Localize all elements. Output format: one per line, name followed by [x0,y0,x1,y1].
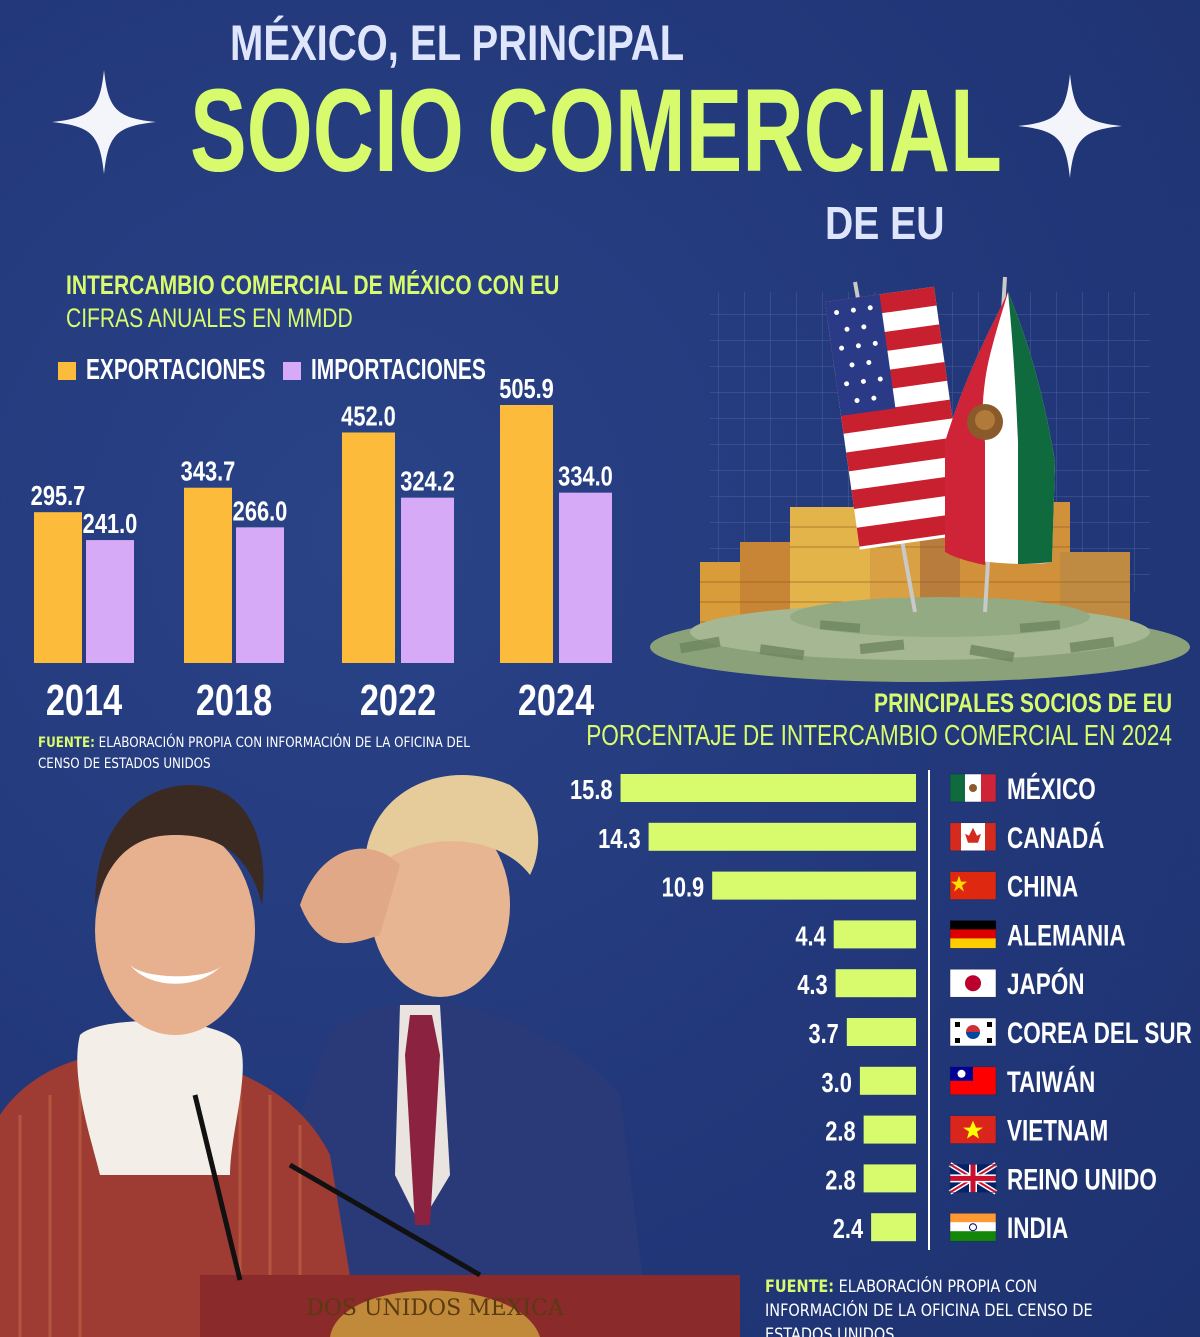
x-tick-label-2014: 2014 [46,676,122,725]
partner-bar-alemania [833,920,916,949]
podium: DOS UNIDOS MEXICA [200,1275,740,1337]
chart2-subtitle: PORCENTAJE DE INTERCAMBIO COMERCIAL EN 2… [586,720,1172,752]
partner-value-label-india: 2.4 [833,1214,863,1245]
uk-flag-icon [948,1162,998,1195]
chart1-source: FUENTE: ELABORACIÓN PROPIA CON INFORMACI… [38,733,480,775]
taiwan-flag-icon [949,1066,997,1096]
partner-name-label-japón: JAPÓN [1007,967,1084,1001]
usa-flag-icon [825,286,969,550]
legend-swatch-imports [283,361,301,380]
import-bar-2022 [401,497,454,663]
partner-name-label-canadá: CANADÁ [1007,821,1104,855]
export-value-label-2018: 343.7 [181,456,236,487]
partner-name-label-china: CHINA [1007,869,1078,903]
china-flag-icon [949,871,997,900]
source1-label: FUENTE: [38,735,95,751]
partner-value-label-alemania: 4.4 [795,921,825,952]
partner-value-label-corea-del-sur: 3.7 [808,1018,838,1049]
partner-name-label-taiwán: TAIWÁN [1007,1065,1095,1099]
woman-figure [0,785,360,1337]
vietnam-flag-icon [949,1115,997,1144]
partner-name-label-reino-unido: REINO UNIDO [1007,1162,1157,1196]
man-figure [280,775,650,1337]
partner-bar-taiwán [859,1066,916,1095]
partner-value-label-japón: 4.3 [797,970,827,1001]
x-tick-label-2024: 2024 [518,676,594,725]
import-value-label-2014: 241.0 [83,509,138,540]
source2-text: ELABORACIÓN PROPIA CON INFORMACIÓN DE LA… [765,1277,1093,1337]
export-value-label-2022: 452.0 [341,401,396,432]
partner-name-label-corea-del-sur: COREA DEL SUR [1007,1016,1192,1050]
page-title-main: SOCIO COMERCIAL [190,65,1002,197]
sparkle-icon [52,70,156,174]
legend-swatch-exports [58,361,76,380]
import-bar-2014 [86,540,134,663]
legend-exports: EXPORTACIONES [58,354,335,387]
partner-bar-corea-del-sur [846,1018,916,1046]
partner-bar-india [871,1213,916,1242]
x-tick-label-2018: 2018 [196,676,272,725]
export-value-label-2024: 505.9 [499,373,554,404]
germany-flag-icon [949,920,997,949]
india-flag-icon [949,1212,997,1242]
partner-bar-japón [835,969,916,998]
export-bar-2018 [184,487,232,663]
partner-name-label-alemania: ALEMANIA [1007,918,1126,952]
page-title-line1: MÉXICO, EL PRINCIPAL [230,15,685,71]
export-bar-2024 [500,404,553,663]
legend-imports: IMPORTACIONES [283,354,554,387]
partner-name-label-vietnam: VIETNAM [1007,1113,1108,1147]
import-value-label-2024: 334.0 [558,461,613,492]
podium-text: DOS UNIDOS MEXICA [306,1296,565,1321]
partner-value-label-reino-unido: 2.8 [825,1165,855,1196]
legend-label-exports: EXPORTACIONES [86,354,266,386]
partner-bar-reino-unido [863,1164,916,1193]
partner-name-label-méxico: MÉXICO [1007,772,1096,806]
mexico-flag-icon [949,773,997,803]
money-pile [650,597,1190,682]
chart1-title: INTERCAMBIO COMERCIAL DE MÉXICO CON EU [66,270,560,300]
export-bar-2014 [34,512,82,663]
source2-label: FUENTE: [765,1277,835,1297]
chart1-subtitle: CIFRAS ANUALES EN MMDD [66,303,353,333]
import-value-label-2018: 266.0 [233,496,288,527]
canada-flag-icon [949,822,997,852]
chart2-source: FUENTE: ELABORACIÓN PROPIA CON INFORMACI… [765,1275,1122,1337]
partner-value-label-vietnam: 2.8 [825,1116,855,1147]
import-bar-2018 [236,527,284,663]
flags-containers-illustration [650,276,1190,682]
japan-flag-icon [949,968,997,998]
partner-bar-vietnam [863,1115,916,1144]
page-title-line3: DE EU [825,197,945,249]
import-value-label-2022: 324.2 [400,466,455,497]
leaders-photo: DOS UNIDOS MEXICA [0,775,740,1337]
export-value-label-2014: 295.7 [31,481,86,512]
partner-name-label-india: INDIA [1007,1211,1068,1245]
source1-text: ELABORACIÓN PROPIA CON INFORMACIÓN DE LA… [38,735,470,772]
sparkle-icon [1018,74,1122,178]
export-bar-2022 [342,432,395,663]
x-tick-label-2022: 2022 [360,676,436,725]
partner-value-label-taiwán: 3.0 [822,1067,852,1098]
south-korea-flag-icon [949,1017,997,1047]
mexico-flag-icon [945,292,1055,565]
legend-label-imports: IMPORTACIONES [311,354,486,386]
chart2-title: PRINCIPALES SOCIOS DE EU [873,688,1172,718]
import-bar-2024 [559,492,612,663]
